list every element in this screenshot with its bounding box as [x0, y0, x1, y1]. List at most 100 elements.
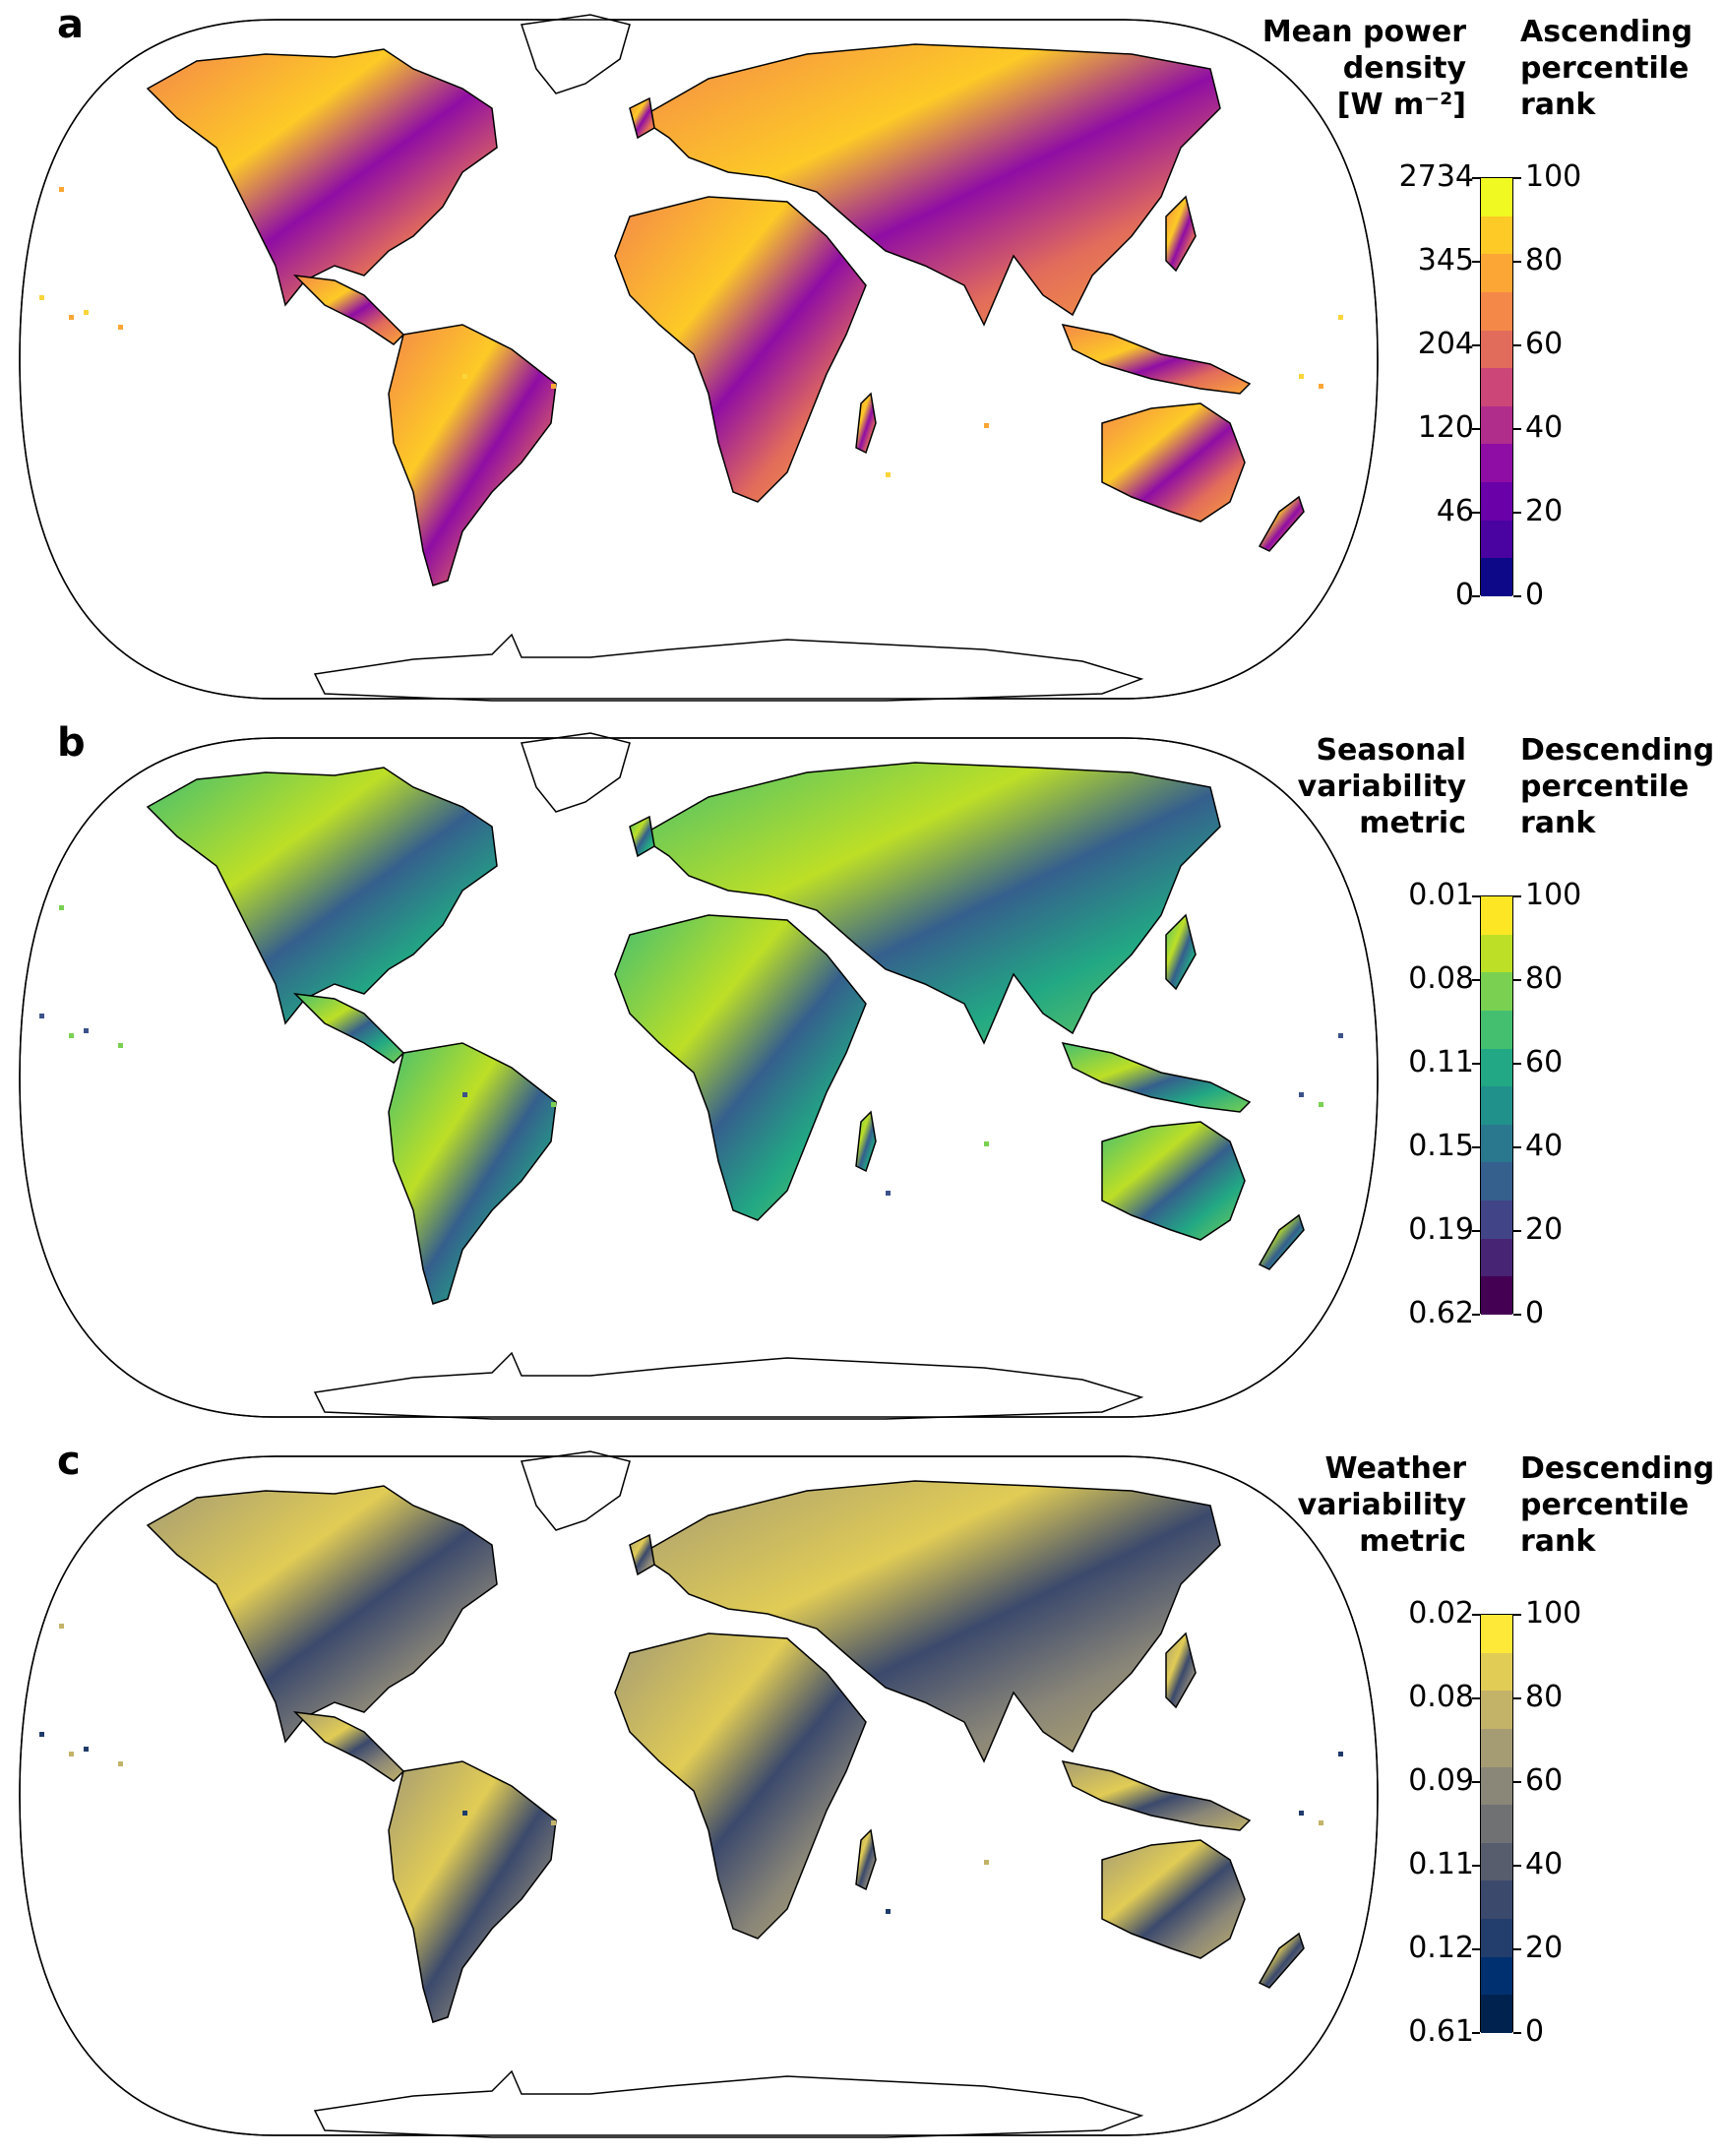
- colorbar-tick-mark: [1513, 1146, 1521, 1148]
- australia: [1101, 1839, 1246, 1959]
- colorbar-tick-mark: [1472, 1614, 1480, 1616]
- island-dot: [69, 1752, 74, 1756]
- antarctica: [313, 1351, 1144, 1420]
- island-dot: [1299, 1092, 1304, 1097]
- colorbar-segment: [1481, 178, 1512, 216]
- colorbar-segment: [1481, 1691, 1512, 1729]
- colorbar-segment: [1481, 934, 1512, 973]
- colorbar-left-tick-label: 120: [1417, 410, 1474, 445]
- colorbar-segment: [1481, 444, 1512, 482]
- colorbar-tick-mark: [1472, 1948, 1480, 1950]
- island-dot: [118, 1761, 123, 1766]
- colorbar-left-tick-label: 0.02: [1408, 1596, 1474, 1631]
- island-dot: [1338, 1033, 1343, 1038]
- panel-letter: b: [57, 720, 86, 766]
- colorbar-tick-mark: [1472, 261, 1480, 263]
- island-dot: [886, 472, 891, 477]
- colorbar-tick-mark: [1472, 1697, 1480, 1699]
- colorbar: [1480, 1614, 1513, 2033]
- colorbar-tick-mark: [1513, 1063, 1521, 1065]
- colorbar-tick-mark: [1472, 1230, 1480, 1232]
- colorbar-segment: [1481, 1842, 1512, 1881]
- colorbar-right-tick-label: 100: [1525, 1596, 1582, 1631]
- colorbar-left-title: Seasonal variability metric: [1297, 733, 1466, 840]
- colorbar-segment: [1481, 368, 1512, 406]
- island-dot: [462, 1092, 467, 1097]
- colorbar-tick-mark: [1472, 895, 1480, 897]
- colorbar-tick-mark: [1513, 1314, 1521, 1316]
- colorbar-right-tick-label: 40: [1525, 1129, 1564, 1163]
- eurasia: [638, 1480, 1221, 1763]
- colorbar-tick-mark: [1472, 595, 1480, 597]
- colorbar-left-tick-label: 0.08: [1408, 1680, 1474, 1714]
- colorbar: [1480, 177, 1513, 596]
- colorbar-right-tick-label: 40: [1525, 410, 1564, 445]
- island-dot: [69, 315, 74, 320]
- new-zealand: [1258, 1213, 1305, 1270]
- colorbar-tick-mark: [1513, 344, 1521, 346]
- united-kingdom: [629, 1533, 655, 1576]
- colorbar-right-tick-label: 0: [1525, 1296, 1545, 1330]
- colorbar-left-tick-label: 0.19: [1408, 1212, 1474, 1247]
- colorbar-left-tick-label: 0.61: [1408, 2014, 1474, 2049]
- colorbar-tick-mark: [1513, 512, 1521, 514]
- land-masses: [39, 1480, 1343, 2023]
- colorbar-segment: [1481, 520, 1512, 559]
- island-dot: [69, 1033, 74, 1038]
- colorbar-left-tick-label: 0: [1454, 578, 1474, 612]
- colorbar-segment: [1481, 330, 1512, 369]
- island-dot: [39, 295, 44, 300]
- colorbar-right-tick-label: 0: [1525, 2014, 1545, 2049]
- colorbar-tick-mark: [1513, 1697, 1521, 1699]
- colorbar-segment: [1481, 558, 1512, 596]
- colorbar-right-title: Descending percentile rank: [1520, 1451, 1715, 1559]
- north-america: [146, 48, 498, 307]
- greenland: [521, 1450, 631, 1531]
- colorbar-left-tick-label: 46: [1436, 494, 1474, 528]
- colorbar-tick-mark: [1472, 2032, 1480, 2034]
- island-dot: [118, 1043, 123, 1048]
- island-dot: [59, 1624, 64, 1629]
- panel-a: a Mean power density [W m⁻²] Ascending p…: [0, 0, 1722, 718]
- colorbar-segment: [1481, 896, 1512, 935]
- colorbar-segment: [1481, 254, 1512, 292]
- island-dot: [886, 1191, 891, 1196]
- colorbar-tick-mark: [1472, 344, 1480, 346]
- island-dot: [84, 310, 89, 315]
- colorbar-segment: [1481, 1048, 1512, 1087]
- colorbar-tick-mark: [1513, 1948, 1521, 1950]
- world-map: [19, 732, 1379, 1420]
- island-dot: [84, 1747, 89, 1752]
- island-dot: [1299, 1811, 1304, 1816]
- island-dot: [39, 1014, 44, 1018]
- colorbar-right-tick-label: 20: [1525, 1931, 1564, 1965]
- colorbar-segment: [1481, 1276, 1512, 1315]
- land-masses: [39, 43, 1343, 586]
- island-dot: [1299, 374, 1304, 379]
- colorbar-tick-mark: [1513, 428, 1521, 430]
- colorbar-left-tick-label: 0.09: [1408, 1763, 1474, 1798]
- colorbar-right-tick-label: 80: [1525, 243, 1564, 277]
- colorbar-segment: [1481, 291, 1512, 331]
- colorbar-tick-mark: [1513, 177, 1521, 179]
- world-map: [19, 14, 1379, 702]
- united-kingdom: [629, 96, 655, 140]
- colorbar-right-tick-label: 40: [1525, 1847, 1564, 1881]
- colorbar-tick-mark: [1513, 1865, 1521, 1867]
- colorbar-tick-mark: [1472, 1063, 1480, 1065]
- colorbar-left-tick-label: 204: [1417, 327, 1474, 361]
- colorbar-left-tick-label: 0.01: [1408, 878, 1474, 912]
- africa: [614, 914, 867, 1221]
- colorbar-left-tick-label: 0.62: [1408, 1296, 1474, 1330]
- eurasia: [638, 762, 1221, 1045]
- colorbar-left-tick-label: 0.15: [1408, 1129, 1474, 1163]
- colorbar-segment: [1481, 1728, 1512, 1767]
- colorbar-segment: [1481, 1652, 1512, 1692]
- south-america: [388, 1760, 557, 2023]
- colorbar-tick-mark: [1472, 1781, 1480, 1783]
- japan: [1165, 913, 1197, 991]
- colorbar: [1480, 895, 1513, 1315]
- colorbar-tick-mark: [1513, 979, 1521, 981]
- panel-letter: a: [57, 2, 84, 47]
- africa: [614, 1632, 867, 1940]
